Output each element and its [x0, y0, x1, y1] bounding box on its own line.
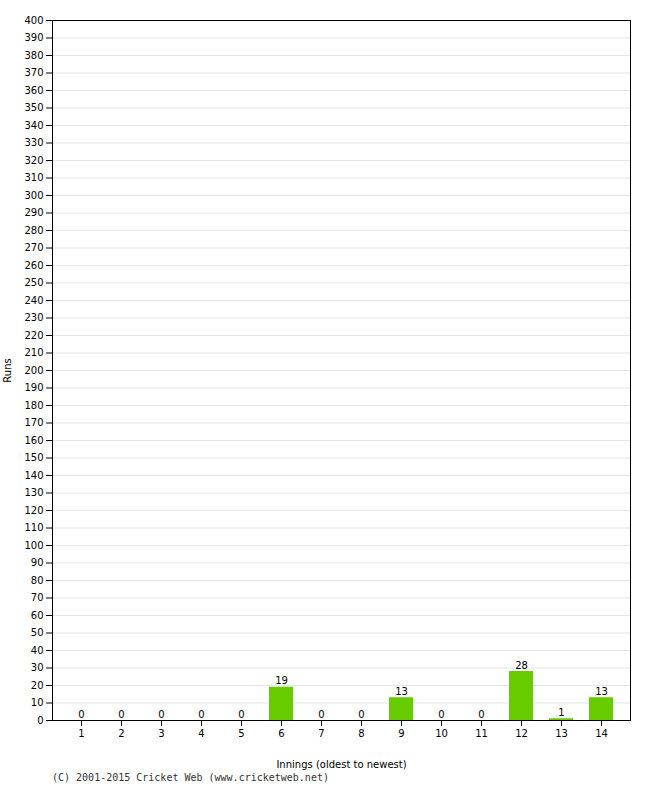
svg-text:150: 150 [24, 452, 43, 463]
svg-text:110: 110 [24, 522, 43, 533]
svg-text:160: 160 [24, 435, 43, 446]
svg-text:0: 0 [78, 709, 84, 720]
svg-text:12: 12 [515, 728, 528, 739]
svg-text:7: 7 [318, 728, 324, 739]
svg-text:10: 10 [31, 697, 44, 708]
svg-text:230: 230 [24, 312, 43, 323]
svg-text:330: 330 [24, 137, 43, 148]
svg-text:210: 210 [24, 347, 43, 358]
svg-text:Runs: Runs [2, 358, 13, 382]
svg-text:0: 0 [318, 709, 324, 720]
svg-text:170: 170 [24, 417, 43, 428]
svg-text:0: 0 [118, 709, 124, 720]
svg-text:180: 180 [24, 400, 43, 411]
svg-text:60: 60 [31, 610, 44, 621]
svg-text:260: 260 [24, 260, 43, 271]
svg-text:0: 0 [478, 709, 484, 720]
svg-text:3: 3 [158, 728, 164, 739]
svg-text:140: 140 [24, 470, 43, 481]
svg-text:8: 8 [358, 728, 364, 739]
svg-text:0: 0 [37, 715, 43, 726]
svg-text:290: 290 [24, 207, 43, 218]
svg-text:220: 220 [24, 330, 43, 341]
svg-text:300: 300 [24, 190, 43, 201]
svg-text:270: 270 [24, 242, 43, 253]
svg-text:380: 380 [24, 50, 43, 61]
svg-text:9: 9 [398, 728, 404, 739]
svg-text:6: 6 [278, 728, 284, 739]
svg-text:Innings (oldest to newest): Innings (oldest to newest) [276, 759, 406, 770]
svg-text:2: 2 [118, 728, 124, 739]
svg-text:50: 50 [31, 627, 44, 638]
html-text:(C) 2001-2015 Cricket Web (www: (C) 2001-2015 Cricket Web (www.cricketwe… [52, 772, 329, 783]
svg-text:5: 5 [238, 728, 244, 739]
svg-text:200: 200 [24, 365, 43, 376]
svg-text:11: 11 [475, 728, 488, 739]
svg-text:28: 28 [515, 660, 528, 671]
svg-text:370: 370 [24, 67, 43, 78]
svg-text:390: 390 [24, 32, 43, 43]
svg-text:40: 40 [31, 645, 44, 656]
svg-text:350: 350 [24, 102, 43, 113]
svg-text:0: 0 [198, 709, 204, 720]
svg-text:100: 100 [24, 540, 43, 551]
svg-text:14: 14 [595, 728, 608, 739]
svg-text:0: 0 [158, 709, 164, 720]
svg-text:120: 120 [24, 505, 43, 516]
svg-text:280: 280 [24, 225, 43, 236]
svg-text:13: 13 [395, 686, 408, 697]
svg-text:130: 130 [24, 487, 43, 498]
svg-text:360: 360 [24, 85, 43, 96]
svg-text:1: 1 [78, 728, 84, 739]
svg-text:80: 80 [31, 575, 44, 586]
svg-text:13: 13 [595, 686, 608, 697]
svg-text:13: 13 [555, 728, 568, 739]
svg-text:10: 10 [435, 728, 448, 739]
svg-text:30: 30 [31, 662, 44, 673]
svg-text:19: 19 [275, 675, 288, 686]
svg-text:0: 0 [358, 709, 364, 720]
svg-text:20: 20 [31, 680, 44, 691]
svg-text:250: 250 [24, 277, 43, 288]
svg-text:1: 1 [558, 707, 564, 718]
svg-text:0: 0 [238, 709, 244, 720]
svg-text:320: 320 [24, 155, 43, 166]
svg-text:0: 0 [438, 709, 444, 720]
svg-text:400: 400 [24, 15, 43, 26]
svg-text:190: 190 [24, 382, 43, 393]
svg-text:70: 70 [31, 592, 44, 603]
svg-text:4: 4 [198, 728, 204, 739]
svg-text:340: 340 [24, 120, 43, 131]
svg-text:90: 90 [31, 557, 44, 568]
svg-text:310: 310 [24, 172, 43, 183]
svg-text:240: 240 [24, 295, 43, 306]
